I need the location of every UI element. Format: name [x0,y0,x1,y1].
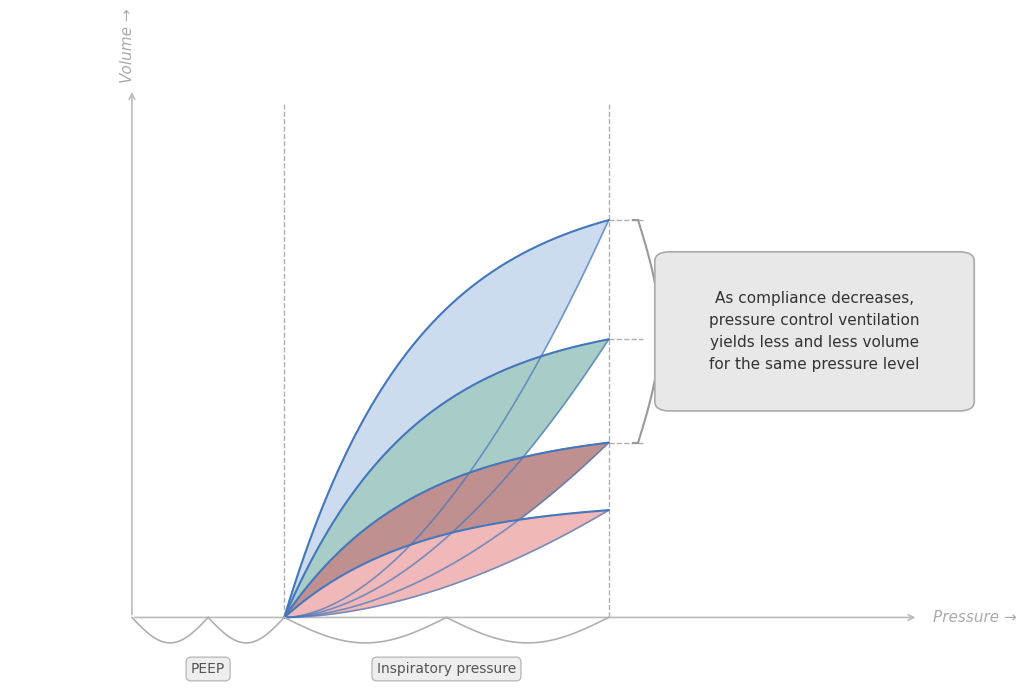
Polygon shape [285,443,608,618]
Polygon shape [285,220,608,618]
Text: Pressure →: Pressure → [933,610,1017,625]
Text: Inspiratory pressure: Inspiratory pressure [376,662,517,676]
Text: As compliance decreases,
pressure control ventilation
yields less and less volum: As compliance decreases, pressure contro… [709,290,920,372]
Text: Volume →: Volume → [120,8,134,83]
FancyBboxPatch shape [655,252,974,411]
Polygon shape [285,339,608,618]
Polygon shape [285,510,608,618]
Text: PEEP: PEEP [191,662,225,676]
